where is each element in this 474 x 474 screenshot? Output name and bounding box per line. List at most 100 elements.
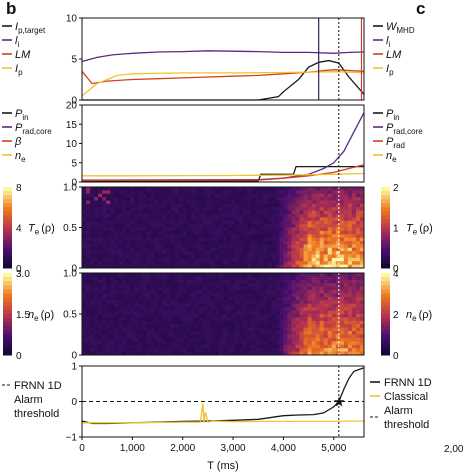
heatmap-cell (130, 200, 135, 205)
heatmap-cell (178, 193, 184, 198)
heatmap-cell (323, 296, 329, 301)
heatmap-cell (194, 276, 200, 281)
heatmap-cell (90, 237, 95, 242)
heatmap-cell (202, 227, 208, 232)
heatmap-cell (235, 237, 240, 242)
heatmap-cell (110, 286, 115, 291)
heatmap-cell (355, 300, 361, 305)
heatmap-cell (299, 227, 304, 232)
heatmap-cell (142, 234, 147, 239)
heatmap-cell (126, 224, 131, 228)
heatmap-cell (231, 200, 236, 205)
heatmap-cell (182, 324, 188, 329)
colorbar-left-cell (3, 243, 12, 249)
heatmap-cell (194, 207, 200, 212)
heatmap-cell (227, 337, 232, 342)
heatmap-cell (263, 200, 268, 205)
heatmap-cell (271, 348, 276, 352)
heatmap-cell (114, 283, 119, 288)
heatmap-cell (190, 261, 196, 266)
heatmap-cell (138, 320, 143, 325)
heatmap-cell (98, 203, 103, 208)
heatmap-cell (110, 303, 115, 308)
heatmap-cell (138, 273, 143, 277)
heatmap-cell (86, 331, 91, 335)
heatmap-cell (110, 190, 115, 195)
heatmap-cell (106, 276, 111, 281)
heatmap-cell (239, 210, 244, 215)
heatmap-cell (162, 234, 167, 239)
heatmap-cell (311, 317, 317, 322)
heatmap-cell (110, 203, 115, 208)
heatmap-cell (134, 279, 139, 284)
heatmap-cell (303, 348, 308, 352)
heatmap-cell (355, 351, 361, 356)
heatmap-cell (303, 337, 308, 342)
heatmap-cell (182, 286, 188, 291)
heatmap-cell (271, 337, 276, 342)
heatmap-cell (90, 331, 95, 335)
heatmap-cell (355, 327, 361, 332)
legend-subscript: e (392, 155, 397, 164)
y-tick-label: 1.0 (63, 183, 77, 194)
heatmap-cell (94, 344, 99, 349)
heatmap-cell (351, 276, 357, 281)
heatmap-cell (287, 327, 292, 332)
heatmap-cell (166, 331, 172, 335)
legend-right-text: Alarm (384, 405, 413, 417)
heatmap-cell (351, 197, 357, 201)
heatmap-cell (279, 283, 284, 288)
heatmap-cell (331, 296, 337, 301)
heatmap-cell (142, 310, 147, 315)
heatmap-cell (275, 244, 280, 249)
heatmap-cell (86, 193, 91, 198)
heatmap-cell (186, 324, 192, 329)
heatmap-cell (94, 203, 99, 208)
heatmap-cell (90, 314, 95, 318)
heatmap-cell (130, 247, 135, 252)
heatmap-cell (239, 300, 244, 305)
heatmap-cell (267, 261, 272, 266)
heatmap-cell (106, 241, 111, 245)
heatmap-cell (102, 348, 107, 352)
heatmap-cell (255, 261, 260, 266)
heatmap-cell (210, 283, 216, 288)
heatmap-cell (323, 276, 329, 281)
heatmap-cell (130, 241, 135, 245)
heatmap-cell (218, 214, 224, 218)
heatmap-cell (271, 296, 276, 301)
heatmap-cell (186, 286, 192, 291)
heatmap-cell (190, 251, 196, 255)
heatmap-cell (347, 254, 353, 259)
heatmap-cell (162, 214, 167, 218)
heatmap-cell (154, 257, 159, 262)
heatmap-cell (227, 261, 232, 266)
heatmap-cell (243, 320, 248, 325)
heatmap-cell (235, 244, 240, 249)
heatmap-cell (315, 254, 321, 259)
heatmap-cell (134, 264, 139, 269)
heatmap-cell (94, 214, 99, 218)
heatmap-cell (158, 187, 163, 191)
heatmap-cell (210, 317, 216, 322)
heatmap-cell (331, 210, 337, 215)
heatmap-cell (134, 334, 139, 339)
heatmap-cell (102, 244, 107, 249)
heatmap-cell (283, 351, 288, 356)
heatmap-cell (158, 334, 163, 339)
heatmap-cell (231, 190, 236, 195)
heatmap-cell (130, 251, 135, 255)
heatmap-cell (150, 200, 155, 205)
heatmap-cell (134, 337, 139, 342)
heatmap-cell (106, 227, 111, 232)
heatmap-cell (182, 293, 188, 298)
heatmap-cell (355, 187, 361, 191)
heatmap-cell (118, 224, 123, 228)
heatmap-cell (174, 220, 180, 225)
heatmap-cell (283, 341, 288, 346)
heatmap-cell (102, 300, 107, 305)
heatmap-cell (263, 264, 268, 269)
heatmap-cell (162, 300, 167, 305)
heatmap-cell (218, 187, 224, 191)
heatmap-cell (243, 230, 248, 235)
